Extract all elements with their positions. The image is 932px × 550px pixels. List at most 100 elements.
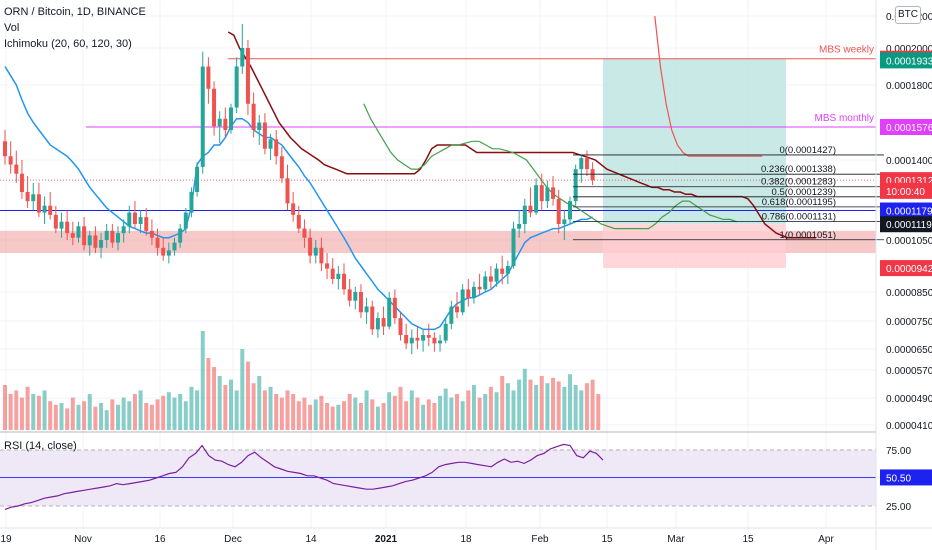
candle-body — [455, 306, 459, 313]
volume-bar — [121, 397, 126, 430]
price-tick-label: 0.0001400 — [886, 156, 932, 167]
price-tick-label: 0.0000750 — [886, 317, 932, 328]
volume-bar — [291, 394, 296, 430]
price-label-text: 10:00:40 — [886, 187, 925, 198]
rsi-legend[interactable]: RSI (14, close) — [4, 440, 77, 452]
volume-bar — [319, 395, 324, 430]
rsi-line — [4, 443, 604, 510]
fib-level-label: 0.236(0.0001338) — [761, 164, 836, 175]
volume-bar — [353, 397, 358, 430]
candle-body — [336, 273, 341, 279]
candle-body — [511, 228, 516, 266]
candle-body — [409, 337, 414, 344]
fib-level-label: 0.382(0.0001283) — [761, 177, 836, 188]
fib-level-label: 1(0.0001051) — [779, 230, 836, 241]
volume-bar — [87, 394, 92, 430]
volume-bar — [8, 394, 13, 430]
time-tick-label: 2021 — [375, 534, 398, 545]
candle-body — [500, 268, 505, 274]
candle-body — [353, 292, 358, 301]
long-target-zone[interactable] — [603, 58, 786, 225]
volume-bar — [381, 403, 386, 430]
volume-bar — [212, 367, 217, 430]
time-tick-label: 15 — [601, 534, 613, 545]
price-label-badge[interactable] — [880, 119, 932, 135]
volume-bar — [573, 385, 578, 430]
candle-body — [65, 221, 70, 234]
candle-body — [104, 230, 109, 240]
candle-body — [48, 205, 53, 215]
volume-bar — [556, 381, 561, 430]
candle-body — [308, 237, 313, 256]
candle-body — [82, 226, 87, 246]
volume-bar — [551, 377, 556, 430]
candle-body — [144, 217, 149, 231]
volume-bar — [488, 386, 493, 430]
price-label-text: 0.0001933 — [886, 56, 932, 67]
time-tick-label: Nov — [74, 534, 92, 545]
fibonacci-retracement[interactable]: 0(0.0001427) 0.236(0.0001338) 0.382(0.0001… — [573, 145, 884, 241]
candle-body — [381, 318, 386, 327]
volume-bar — [375, 406, 380, 430]
price-axis[interactable]: 0.00022000.00020000.00018000.00014000.00… — [875, 0, 932, 550]
candle-body — [449, 306, 454, 324]
volume-bar — [279, 397, 284, 430]
volume-bar — [31, 394, 36, 430]
volume-bar — [296, 401, 301, 430]
volume-bar — [308, 404, 313, 430]
candle-body — [319, 247, 324, 264]
price-label-badge[interactable] — [880, 202, 932, 219]
volume-bar — [166, 392, 171, 430]
volume-bar — [494, 392, 499, 430]
ichimoku-legend[interactable]: Ichimoku (20, 60, 120, 30) — [4, 38, 132, 50]
candle-body — [274, 139, 279, 157]
candle-body — [590, 169, 595, 181]
volume-bar — [562, 386, 567, 430]
volume-bar — [245, 361, 250, 430]
candle-body — [483, 276, 488, 290]
volume-bar — [336, 404, 341, 430]
volume-legend[interactable]: Vol — [4, 22, 20, 34]
price-label-badge[interactable] — [880, 182, 932, 199]
candle-body — [432, 337, 437, 344]
candle-body — [99, 240, 104, 248]
candle-body — [121, 226, 126, 234]
candle-body — [59, 221, 64, 229]
candle-body — [31, 194, 36, 202]
long-stop-zone[interactable] — [603, 224, 786, 269]
candle-body — [217, 118, 222, 127]
price-label-badge[interactable] — [880, 52, 932, 69]
volume-bar — [257, 376, 262, 430]
volume-bar — [302, 397, 307, 430]
volume-bar — [59, 403, 64, 430]
candle-body — [240, 48, 245, 67]
volume-bar — [183, 401, 188, 430]
candle-body — [155, 237, 160, 248]
candle-body — [257, 122, 262, 130]
volume-bar — [364, 390, 369, 430]
rsi-value-badge[interactable] — [880, 469, 932, 486]
volume-bar — [268, 386, 273, 430]
time-axis[interactable]: 19 Nov 16 Dec 14 2021 18 Feb 15 Mar 15 Apr — [0, 534, 834, 545]
fib-level-label: 0.786(0.0001131) — [762, 211, 836, 222]
candle-body — [127, 212, 132, 227]
volume-bar — [240, 349, 245, 430]
volume-bar — [161, 395, 166, 430]
candle-body — [285, 178, 290, 204]
volume-bar — [584, 383, 589, 430]
price-label-badge[interactable] — [880, 216, 932, 233]
candle-body — [138, 217, 143, 224]
price-label-badge[interactable] — [880, 260, 932, 277]
rsi-value-text: 50.50 — [886, 473, 911, 484]
volume-bar — [443, 388, 448, 430]
time-tick-label: Dec — [224, 534, 242, 545]
volume-bar — [93, 406, 98, 430]
candle-body — [415, 337, 420, 341]
volume-bar — [48, 401, 53, 430]
price-label-text: 0.0001119 — [886, 220, 932, 231]
price-tick-label: 0.0001800 — [886, 81, 932, 92]
price-tick-label: 0.0000850 — [886, 288, 932, 299]
currency-badge[interactable]: BTC — [895, 6, 921, 24]
candle-body — [387, 297, 392, 327]
